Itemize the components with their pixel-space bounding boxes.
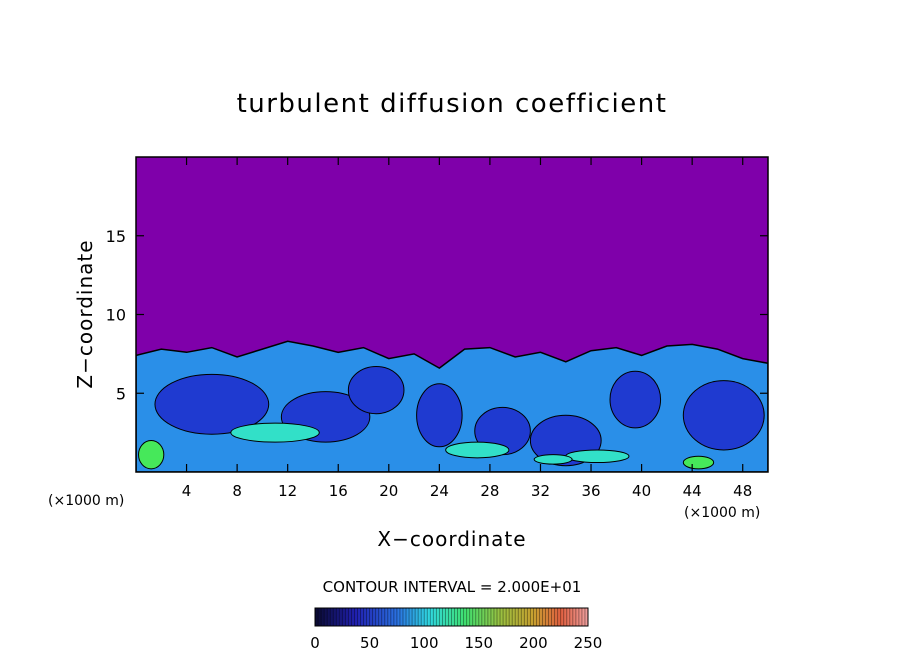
eddy-blob: [230, 422, 320, 443]
eddy-blob: [445, 441, 510, 459]
colorbar: 0 50 100 150 200 250: [310, 607, 602, 652]
eddy-blob: [138, 440, 165, 470]
y-axis-ticks: 5 10 15: [106, 227, 768, 403]
x-tick-label: 16: [329, 482, 348, 500]
x-unit-right: (×1000 m): [684, 505, 760, 521]
x-tick-label: 28: [480, 482, 499, 500]
y-tick-label: 10: [106, 306, 126, 325]
chart-title: turbulent diffusion coefficient: [237, 89, 668, 119]
colorbar-tick-label: 150: [464, 634, 493, 652]
x-tick-label: 40: [632, 482, 651, 500]
x-tick-label: 12: [278, 482, 297, 500]
x-unit-left: (×1000 m): [48, 493, 124, 509]
contour-interval-label: CONTOUR INTERVAL = 2.000E+01: [323, 578, 582, 596]
x-tick-label: 48: [733, 482, 752, 500]
eddy-blob: [682, 455, 715, 470]
eddy-structures: [138, 365, 765, 470]
x-tick-label: 24: [430, 482, 449, 500]
colorbar-tick-label: 50: [360, 634, 379, 652]
plot-area: [136, 157, 768, 472]
x-axis-ticks: 4 8 12 16 20 24 28 32 36 40 44 48: [182, 157, 752, 500]
colorbar-tick-label: 0: [310, 634, 320, 652]
y-tick-label: 5: [116, 384, 126, 403]
eddy-blob: [565, 449, 630, 464]
x-tick-label: 32: [531, 482, 550, 500]
colorbar-frame: [314, 607, 589, 627]
colorbar-tick-label: 250: [574, 634, 603, 652]
eddy-blob: [609, 370, 662, 429]
colorbar-ticks: 0 50 100 150 200 250: [310, 634, 602, 652]
eddy-blob: [682, 380, 765, 451]
x-tick-label: 4: [182, 482, 192, 500]
x-tick-label: 8: [232, 482, 242, 500]
eddy-blob: [347, 365, 405, 415]
colorbar-gradient: [315, 608, 588, 626]
eddy-blob: [416, 383, 463, 448]
eddy-blob: [154, 373, 270, 435]
colorbar-stripes: [314, 608, 589, 626]
colorbar-tick-label: 200: [519, 634, 548, 652]
x-tick-label: 44: [683, 482, 702, 500]
x-tick-label: 36: [581, 482, 600, 500]
y-axis-label: Z−coordinate: [73, 239, 97, 388]
x-axis-label: X−coordinate: [377, 527, 526, 551]
colorbar-tick-label: 100: [410, 634, 439, 652]
x-tick-label: 20: [379, 482, 398, 500]
eddy-blob: [533, 454, 573, 465]
y-tick-label: 15: [106, 227, 126, 246]
